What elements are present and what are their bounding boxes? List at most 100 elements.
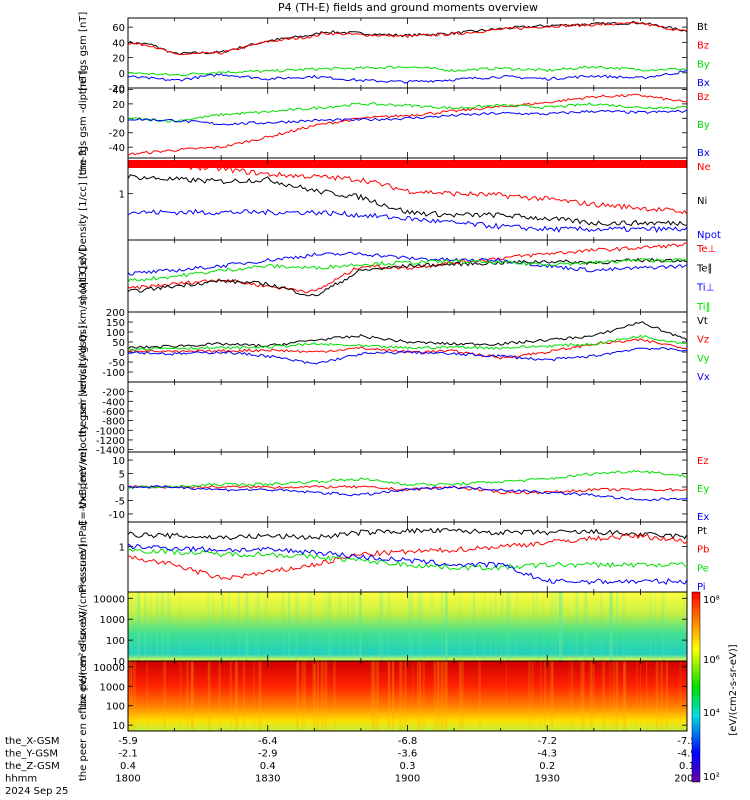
- spectrogram-streak: [379, 592, 382, 661]
- spectrogram-streak: [580, 661, 582, 731]
- spectrogram-streak: [589, 661, 592, 731]
- spectrogram-streak: [190, 661, 194, 731]
- spectrogram-streak: [303, 661, 306, 731]
- y-tick-label: 0: [119, 483, 125, 494]
- y-axis-label: the peer velocity gsm [km/s] (All Qs): [78, 325, 89, 509]
- spectrogram-streak: [441, 661, 444, 731]
- spectrogram-streak: [387, 661, 390, 731]
- spectrogram-streak: [610, 592, 612, 661]
- legend-label: Pt: [697, 526, 707, 537]
- spectrogram-streak: [130, 592, 134, 661]
- legend-label: Npot: [697, 230, 721, 241]
- spectrogram-streak: [137, 592, 140, 661]
- spectrogram-streak: [490, 592, 492, 661]
- spectrogram-streak: [585, 592, 588, 661]
- x-tick-label: 0.4: [120, 761, 136, 772]
- panel-frame: [127, 157, 688, 241]
- spectrogram-streak: [646, 661, 648, 731]
- spectrogram-streak: [257, 592, 260, 661]
- spectrogram-streak: [543, 661, 547, 731]
- x-tick-label: -2.1: [118, 749, 138, 760]
- series-line-Ex: [127, 485, 688, 502]
- spectrogram-streak: [381, 592, 384, 661]
- spectrogram-streak: [373, 661, 377, 731]
- spectrogram-streak: [314, 661, 316, 731]
- spectrogram-streak: [133, 661, 136, 731]
- spectrogram-streak: [130, 661, 132, 731]
- legend-label: Te⊥: [696, 244, 716, 255]
- spectrogram-streak: [494, 592, 497, 661]
- legend-label: Bz: [697, 41, 709, 52]
- spectrogram-streak: [160, 592, 163, 661]
- spectrogram-streak: [191, 661, 194, 731]
- spectrogram-streak: [227, 592, 230, 661]
- x-row-label: 2024 Sep 25: [5, 786, 68, 797]
- legend-label: Bx: [697, 148, 710, 159]
- y-tick-label: 10: [112, 721, 125, 732]
- panel-frame: [127, 451, 688, 523]
- spectrogram-streak: [400, 661, 403, 731]
- spectrogram-streak: [128, 661, 130, 731]
- spectrogram-streak: [592, 661, 595, 731]
- spectrogram-streak: [309, 592, 312, 661]
- spectrogram-streak: [359, 592, 363, 661]
- x-tick-label: -4.3: [537, 749, 557, 760]
- spectrogram-streak: [625, 661, 627, 731]
- x-tick-label: -7.5: [677, 736, 697, 747]
- spectrogram-streak: [311, 592, 313, 661]
- series-line-Npot: [127, 208, 688, 234]
- series-line-By: [127, 102, 688, 123]
- spectrogram-streak: [623, 592, 625, 661]
- spectrogram-streak: [372, 661, 375, 731]
- x-row-label: the_X-GSM: [5, 736, 59, 747]
- spectrogram-streak: [130, 661, 132, 731]
- panel-frame: [127, 311, 688, 383]
- x-tick-label: 1800: [115, 774, 140, 785]
- spectrogram-streak: [392, 661, 394, 731]
- colorbar: 10⁸ 10⁶ 10⁴ 10² [eV/(cm2-s-sr-eV)]: [691, 591, 739, 783]
- spectrogram-streak: [317, 661, 319, 731]
- y-tick-label: 100: [106, 328, 125, 339]
- legend-label: Vx: [697, 372, 710, 383]
- spectrogram-streak: [554, 592, 557, 661]
- spectrogram-streak: [623, 661, 625, 731]
- spectrogram-streak: [609, 592, 611, 661]
- spectrogram-streak: [568, 661, 570, 731]
- x-tick-label: -6.4: [258, 736, 278, 747]
- spectrogram-streak: [179, 661, 182, 731]
- spectrogram-streak: [445, 592, 448, 661]
- spectrogram-streak: [436, 661, 440, 731]
- spectrogram-streak: [207, 592, 209, 661]
- spectrogram-streak: [229, 661, 232, 731]
- series-line-Bz: [127, 21, 688, 56]
- legend-label: Pb: [697, 545, 709, 556]
- x-tick-label: 0.3: [400, 761, 416, 772]
- spectrogram-streak: [532, 592, 535, 661]
- spectrogram-streak: [288, 592, 290, 661]
- spectrogram-streak: [296, 661, 298, 731]
- spectrogram-streak: [661, 592, 664, 661]
- spectrogram-streak: [387, 592, 391, 661]
- spectrogram-streak: [156, 592, 159, 661]
- spectrogram-streak: [615, 661, 619, 731]
- spectrogram-streak: [679, 661, 681, 731]
- y-tick-label: 60: [112, 23, 125, 34]
- spectrogram-streak: [359, 592, 361, 661]
- y-tick-label: 20: [112, 54, 125, 65]
- spectrogram-streak: [483, 592, 486, 661]
- spectrogram-streak: [506, 592, 510, 661]
- spectrogram-streak: [207, 661, 211, 731]
- x-tick-label: 0.4: [260, 761, 276, 772]
- y-tick-label: -800: [102, 417, 125, 428]
- spectrogram-streak: [353, 592, 355, 661]
- spectrogram-streak: [221, 592, 224, 661]
- spectrogram-streak: [506, 592, 509, 661]
- series-line-Ni: [127, 174, 688, 227]
- x-tick-label: 0.1: [679, 761, 695, 772]
- spectrogram-streak: [593, 592, 595, 661]
- spectrogram-streak: [654, 592, 656, 661]
- y-tick-label: -1400: [96, 446, 125, 457]
- y-tick-label: 10: [112, 657, 125, 668]
- y-axis-label: the fgs gsm [nT]: [78, 12, 89, 95]
- spectrogram-streak: [531, 661, 534, 731]
